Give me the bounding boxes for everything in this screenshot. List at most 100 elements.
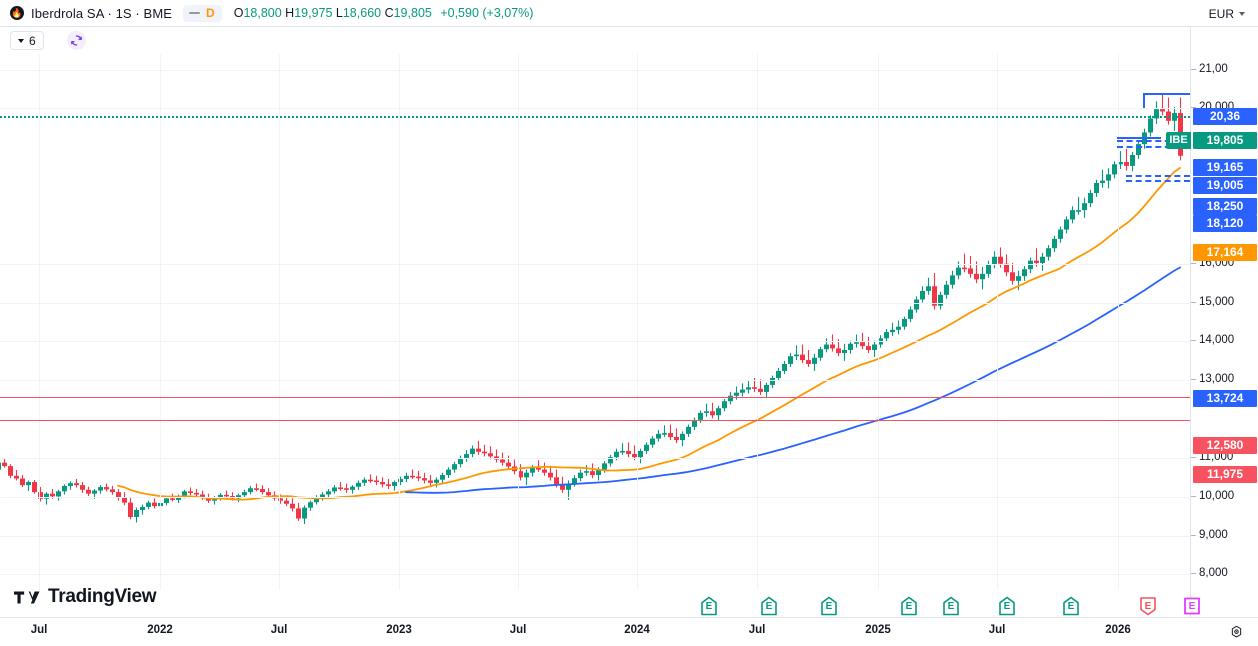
- time-axis-tick: 2023: [386, 624, 412, 636]
- resistance-1[interactable]: [0, 396, 1190, 398]
- open-value: 18,800: [243, 6, 282, 20]
- symbol-title[interactable]: Iberdrola SA · 1S · BME: [31, 5, 173, 21]
- watermark-text: TradingView: [48, 586, 157, 607]
- vertical-gridline: [518, 54, 519, 590]
- earnings-letter: E: [705, 600, 713, 612]
- currency-label: EUR: [1208, 6, 1234, 21]
- earnings-letter: E: [1003, 600, 1011, 612]
- chart-settings-icon[interactable]: [1229, 625, 1244, 645]
- price-axis-tick: 9,000: [1191, 528, 1228, 541]
- range-box-low[interactable]: [1117, 146, 1190, 149]
- time-axis-tick: 2025: [865, 624, 891, 636]
- range-box2-high[interactable]: [1126, 175, 1190, 178]
- interval-label: D: [206, 6, 215, 20]
- symbol-logo-glyph: 🔥: [11, 7, 23, 18]
- price-axis-tick: 13,000: [1190, 373, 1235, 386]
- earnings-marker[interactable]: E: [1139, 596, 1157, 616]
- chart-plot-area[interactable]: [0, 54, 1190, 590]
- price-label-blue[interactable]: 13,724: [1193, 390, 1257, 407]
- earnings-letter: E: [825, 600, 833, 612]
- range-box2-low[interactable]: [1126, 180, 1190, 183]
- time-axis-tick: 2022: [147, 624, 173, 636]
- time-axis-tick: 2026: [1105, 624, 1131, 636]
- tradingview-watermark: TradingView: [14, 586, 157, 608]
- earnings-letter: E: [905, 600, 913, 612]
- layout-count-selector[interactable]: 6: [10, 31, 44, 50]
- price-axis-tick: 10,000: [1190, 489, 1235, 502]
- symbol-logo-icon: 🔥: [10, 6, 24, 20]
- vertical-gridline: [160, 54, 161, 590]
- ohlc-readout: O18,800 H19,975 L18,660 C19,805 +0,590 (…: [234, 6, 534, 20]
- horizontal-gridline: [0, 69, 1190, 71]
- price-axis-tick: 15,000: [1190, 295, 1235, 308]
- high-value: 19,975: [294, 6, 333, 20]
- vertical-gridline: [399, 54, 400, 590]
- time-axis-tick: Jul: [30, 624, 48, 636]
- resistance-2[interactable]: [0, 420, 1190, 422]
- price-label-blue[interactable]: 20,36: [1193, 108, 1257, 125]
- time-axis[interactable]: Jul 2022 Jul 2023 Jul 2024 Jul 2025 Jul 2026: [0, 617, 1258, 646]
- earnings-marker[interactable]: E: [942, 596, 960, 616]
- horizontal-gridline: [0, 496, 1190, 498]
- price-label-red[interactable]: 12,580: [1193, 437, 1257, 454]
- low-label: L: [335, 6, 343, 20]
- price-label-blue[interactable]: 19,005: [1193, 177, 1257, 194]
- chevron-down-icon: [18, 38, 24, 43]
- earnings-marker[interactable]: E: [900, 596, 918, 616]
- price-label-blue[interactable]: 19,165: [1193, 159, 1257, 176]
- minus-icon: [189, 12, 201, 14]
- candlestick-series: [0, 94, 1183, 524]
- price-axis-tick: 14,000: [1190, 334, 1235, 347]
- earnings-marker[interactable]: E: [760, 596, 778, 616]
- change-value: +0,590 (+3,07%): [440, 6, 534, 20]
- price-axis-tick: 21,00: [1191, 62, 1228, 75]
- tradingview-logo-icon: [14, 591, 40, 603]
- price-label-green[interactable]: 19,805: [1193, 132, 1257, 149]
- time-axis-tick: 2024: [624, 624, 650, 636]
- chart-canvas: [0, 54, 1190, 590]
- layout-count-label: 6: [29, 33, 36, 48]
- interval-selector[interactable]: D: [183, 4, 222, 22]
- time-axis-tick: Jul: [270, 624, 288, 636]
- horizontal-gridline: [0, 535, 1190, 537]
- vertical-gridline: [279, 54, 280, 590]
- time-axis-tick: Jul: [988, 624, 1006, 636]
- trend-line-anchor[interactable]: [1143, 94, 1145, 109]
- trend-line-top[interactable]: [1143, 93, 1190, 96]
- low-value: 18,660: [342, 6, 382, 20]
- vertical-gridline: [997, 54, 998, 590]
- earnings-letter: E: [1144, 600, 1152, 612]
- symbol-badge: IBE: [1166, 132, 1191, 149]
- earnings-marker[interactable]: E: [700, 596, 718, 616]
- price-label-orange[interactable]: 17,164: [1193, 244, 1257, 261]
- earnings-letter: E: [1188, 600, 1196, 612]
- price-axis[interactable]: 21,0020,00016,00015,00014,00013,00011,00…: [1166, 27, 1258, 617]
- vertical-gridline: [757, 54, 758, 590]
- earnings-letter: E: [947, 600, 955, 612]
- currency-selector[interactable]: EUR: [1204, 4, 1250, 23]
- vertical-gridline: [878, 54, 879, 590]
- horizontal-gridline: [0, 341, 1190, 343]
- refresh-icon[interactable]: [66, 31, 86, 50]
- price-axis-tick: 8,000: [1191, 567, 1228, 580]
- earnings-marker[interactable]: E: [820, 596, 838, 616]
- high-label: H: [285, 6, 295, 20]
- chart-toolbar: 🔥 Iberdrola SA · 1S · BME D O18,800 H19,…: [0, 0, 1258, 27]
- price-label-blue[interactable]: 18,250: [1193, 198, 1257, 215]
- last-close[interactable]: [0, 115, 1190, 118]
- vertical-gridline: [39, 54, 40, 590]
- chart-subtoolbar: 6: [0, 27, 1258, 54]
- price-label-red[interactable]: 11,975: [1193, 466, 1257, 483]
- horizontal-gridline: [0, 380, 1190, 382]
- earnings-marker[interactable]: E: [1183, 596, 1201, 616]
- range-box-top[interactable]: [1117, 137, 1161, 140]
- close-value: 19,805: [393, 6, 432, 20]
- close-label: C: [384, 6, 394, 20]
- range-box-high[interactable]: [1117, 139, 1190, 142]
- horizontal-gridline: [0, 108, 1190, 110]
- earnings-letter: E: [1067, 600, 1075, 612]
- earnings-marker[interactable]: E: [998, 596, 1016, 616]
- earnings-marker[interactable]: E: [1062, 596, 1080, 616]
- price-label-blue[interactable]: 18,120: [1193, 215, 1257, 232]
